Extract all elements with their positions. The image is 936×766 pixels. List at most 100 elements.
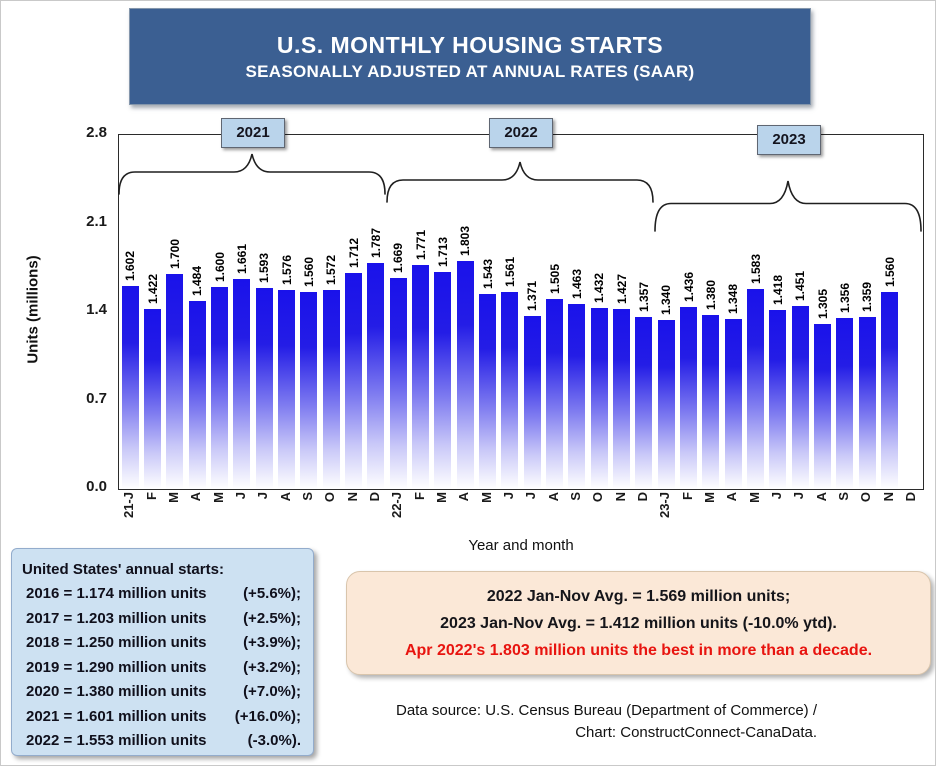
bar-A [278,289,295,489]
x-tick-label: J [768,492,784,500]
bar-J [523,315,541,489]
bar-value-label: 1.593 [257,252,272,283]
x-tick-label: M [701,492,717,503]
bar-J [501,291,519,489]
x-tick-label: S [299,492,315,501]
annual-starts-row: 2018 = 1.250 million units (+3.9%); [22,631,301,656]
bar-J [255,287,273,489]
bar-value-label: 1.572 [324,255,339,286]
bar-J [791,305,809,489]
bar-N [881,291,898,489]
bar-A [456,261,474,489]
annual-starts-row: 2022 = 1.553 million units (-3.0%). [22,729,301,754]
bar-D [367,263,385,489]
bar-O [322,290,340,489]
note-line-record: Apr 2022's 1.803 million units the best … [404,642,873,659]
bar-A [814,324,831,489]
bar-value-label: 1.712 [346,237,361,268]
annual-year-pct: (+16.0%); [234,707,301,725]
bar-value-label: 1.451 [793,270,808,301]
annual-starts-row: 2019 = 1.290 million units (+3.2%); [22,656,301,681]
bar-F [412,265,429,489]
bar-value-label: 1.380 [703,279,718,310]
x-tick-label: D [366,492,382,502]
bar-M [702,314,720,489]
annual-year-pct: (+3.9%); [243,634,301,651]
bar-S [300,291,318,489]
annual-year-value: 2017 = 1.203 million units [26,609,207,627]
bar-M [479,293,496,489]
note-line-2023-avg: 2023 Jan-Nov Avg. = 1.412 million units … [440,615,837,632]
x-tick-label: 22-J [389,492,405,519]
bar-O [590,307,608,489]
bar-M [166,274,184,489]
bar-value-label: 1.713 [435,237,450,268]
x-tick-label: A [277,492,293,502]
annual-year-value: 2021 = 1.601 million units [26,707,207,725]
x-tick-label: M [165,492,181,503]
x-tick-label: F [411,492,427,500]
bar-F [680,307,697,489]
x-tick-label: S [567,492,583,501]
annual-starts-row: 2017 = 1.203 million units (+2.5%); [22,607,301,632]
bar-value-label: 1.602 [123,251,138,282]
annual-year-pct: (-3.0%). [247,732,301,749]
annual-starts-heading: United States' annual starts: [22,561,224,578]
x-tick-label: F [679,492,695,500]
chart-title: U.S. MONTHLY HOUSING STARTS [276,31,664,58]
x-tick-label: J [791,492,807,500]
x-tick-label: O [322,492,338,503]
x-tick-label: N [344,492,360,502]
x-axis-title: Year and month [468,537,574,554]
bar-F [144,309,161,489]
x-tick-label: M [746,492,762,503]
data-source: Data source: U.S. Census Bureau (Departm… [301,700,817,744]
bar-A [724,318,742,489]
annual-year-pct: (+5.6%); [243,585,301,602]
bar-value-label: 1.340 [659,284,674,315]
x-tick-label: S [835,492,851,501]
bar-value-label: 1.305 [815,288,830,320]
x-tick-label: N [880,492,896,502]
annual-starts-row: 2016 = 1.174 million units (+5.6%); [22,582,301,607]
x-tick-label: A [545,492,561,502]
year-label-2021: 2021 [221,118,285,148]
x-tick-label: A [724,492,740,502]
data-source-line-2: Chart: ConstructConnect-CanaData. [575,724,817,741]
annual-year-value: 2018 = 1.250 million units [26,634,207,651]
bar-value-label: 1.427 [614,273,629,304]
annual-starts-rows: 2016 = 1.174 million units (+5.6%); 2017 =… [22,582,301,754]
bar-value-label: 1.560 [301,256,316,287]
x-tick-label: D [634,492,650,502]
bar-value-label: 1.543 [480,258,495,289]
x-tick-label: 21-J [121,492,137,519]
bar-N [345,272,362,489]
plot-area: 1.602 1.422 1.700 1.484 1.600 1.661 1.593 1.576… [118,134,924,490]
chart-subtitle: SEASONALLY ADJUSTED AT ANNUAL RATES (SAA… [245,61,695,81]
bar-value-label: 1.576 [279,254,294,285]
x-tick-label: 23-J [657,492,673,519]
y-axis-title: Units (millions) [24,255,42,364]
x-tick-label: J [523,492,539,500]
bar-value-label: 1.484 [190,266,205,297]
x-tick-label: J [232,492,248,500]
summary-note-box: 2022 Jan-Nov Avg. = 1.569 million units;… [346,571,931,675]
bar-A [546,298,563,489]
annual-year-pct: (+7.0%); [243,683,301,700]
bar-22-J [389,278,407,489]
bar-value-label: 1.359 [860,282,875,313]
bar-M [211,286,228,489]
annual-starts-box: United States' annual starts: 2016 = 1.1… [11,548,314,756]
title-banner: U.S. MONTHLY HOUSING STARTS SEASONALLY A… [129,8,811,105]
y-tick-label: 0.7 [86,389,107,407]
x-tick-label: A [456,492,472,502]
bar-value-label: 1.356 [837,282,852,313]
bar-value-label: 1.436 [681,272,696,303]
annual-starts-row: 2020 = 1.380 million units (+7.0%); [22,680,301,705]
x-tick-label: J [255,492,271,500]
chart-area: Units (millions) 1.602 1.422 1.700 1.484 1.6… [1,1,935,561]
annual-year-value: 2022 = 1.553 million units [26,732,207,749]
year-label-2022: 2022 [489,118,553,148]
y-tick-label: 0.0 [86,478,107,495]
